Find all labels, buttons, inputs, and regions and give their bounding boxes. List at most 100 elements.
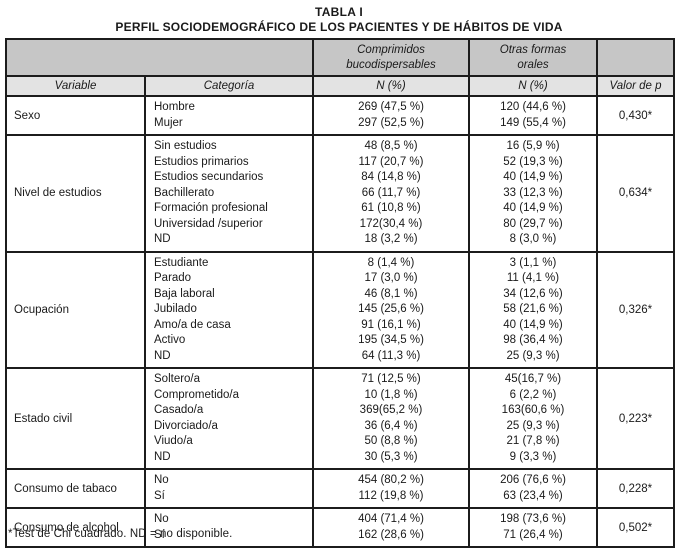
value-line: 30 (5,3 %): [364, 450, 418, 463]
category-cell: Estudiante Parado Baja laboral Jubilado Amo/…: [144, 250, 314, 369]
value-line: 149 (55,4 %): [500, 116, 566, 129]
group-header-empty-left: [5, 38, 314, 77]
value-line: 454 (80,2 %): [358, 474, 424, 486]
pvalue-cell: 0,634*: [596, 134, 675, 253]
category-line: ND: [154, 450, 171, 463]
category-line: Mujer: [154, 116, 183, 129]
otras-values-cell: 3 (1,1 %) 11 (4,1 %) 34 (12,6 %) 58 (21,6 %…: [468, 250, 598, 369]
value-line: 25 (9,3 %): [506, 419, 560, 432]
value-line: 61 (10,8 %): [361, 202, 421, 214]
group-header-empty-right: [596, 38, 675, 77]
value-line: 17 (3,0 %): [364, 272, 418, 284]
column-header-n-otras: N (%): [468, 75, 598, 97]
category-cell: Hombre Mujer: [144, 95, 314, 136]
value-line: 369(65,2 %): [359, 404, 423, 416]
category-line: ND: [154, 349, 171, 362]
value-line: 40 (14,9 %): [503, 202, 563, 214]
pvalue-cell: 0,430*: [596, 95, 675, 136]
category-line: No: [154, 513, 169, 525]
category-line: Bachillerato: [154, 186, 215, 199]
value-line: 98 (36,4 %): [503, 334, 563, 346]
category-line: Casado/a: [154, 404, 204, 416]
value-line: 120 (44,6 %): [500, 101, 566, 113]
category-cell: No Sí: [144, 468, 314, 509]
table-caption: TABLA I PERFIL SOCIODEMOGRÁFICO DE LOS P…: [0, 5, 678, 35]
category-line: Sí: [154, 489, 165, 502]
value-line: 404 (71,4 %): [358, 513, 424, 525]
variable-cell: Consumo de alcohol: [5, 507, 146, 548]
value-line: 16 (5,9 %): [506, 140, 560, 152]
value-line: 58 (21,6 %): [503, 303, 563, 315]
category-line: Soltero/a: [154, 373, 201, 385]
value-line: 6 (2,2 %): [509, 388, 557, 401]
category-line: Estudiante: [154, 256, 209, 269]
category-line: Parado: [154, 272, 192, 284]
value-line: 198 (73,6 %): [500, 513, 566, 525]
category-cell: Soltero/a Comprometido/a Casado/a Divorciad…: [144, 367, 314, 470]
category-line: Amo/a de casa: [154, 318, 231, 331]
value-line: 163(60,6 %): [501, 404, 565, 416]
category-line: Viudo/a: [154, 435, 193, 447]
category-line: Activo: [154, 334, 186, 346]
category-line: Hombre: [154, 101, 195, 113]
value-line: 52 (19,3 %): [503, 155, 563, 168]
otras-values-cell: 120 (44,6 %) 149 (55,4 %): [468, 95, 598, 136]
value-line: 172(30,4 %): [359, 217, 423, 230]
comprimidos-values-cell: 8 (1,4 %) 17 (3,0 %) 46 (8,1 %) 145 (25,6 %…: [312, 250, 470, 369]
category-line: ND: [154, 233, 171, 245]
value-line: 8 (3,0 %): [509, 233, 557, 245]
group-header-row: Comprimidos bucodispersables Otras forma…: [5, 38, 675, 77]
value-line: 8 (1,4 %): [367, 256, 415, 269]
value-line: 84 (14,8 %): [361, 171, 421, 183]
value-line: 63 (23,4 %): [503, 489, 563, 502]
value-line: 91 (16,1 %): [361, 318, 421, 331]
variable-cell: Consumo de tabaco: [5, 468, 146, 509]
pvalue-cell: 0,223*: [596, 367, 675, 470]
variable-cell: Nivel de estudios: [5, 134, 146, 253]
value-line: 36 (6,4 %): [364, 419, 418, 432]
category-line: Baja laboral: [154, 287, 215, 300]
column-header-row: Variable Categoría N (%) N (%) Valor de …: [5, 75, 675, 97]
pvalue-cell: 0,228*: [596, 468, 675, 509]
value-line: 206 (76,6 %): [500, 474, 566, 486]
category-cell: Sin estudios Estudios primarios Estudios s…: [144, 134, 314, 253]
value-line: 64 (11,3 %): [361, 349, 421, 362]
comprimidos-values-cell: 71 (12,5 %) 10 (1,8 %) 369(65,2 %) 36 (6,4 …: [312, 367, 470, 470]
table-number: TABLA I: [314, 5, 364, 19]
category-cell: No Sí: [144, 507, 314, 548]
column-header-variable: Variable: [5, 75, 146, 97]
value-line: 195 (34,5 %): [358, 334, 424, 346]
value-line: 50 (8,8 %): [364, 435, 418, 447]
value-line: 45(16,7 %): [504, 373, 562, 385]
value-line: 297 (52,5 %): [358, 116, 424, 129]
group-header-otras: Otras formas orales: [468, 38, 598, 77]
variable-cell: Sexo: [5, 95, 146, 136]
value-line: 145 (25,6 %): [358, 303, 424, 315]
value-line: 9 (3,3 %): [509, 450, 557, 463]
table-row: Consumo de tabaco No Sí 454 (80,2 %) 112 (19…: [5, 468, 675, 509]
table-row: Consumo de alcohol No Sí 404 (71,4 %) 162 (2…: [5, 507, 675, 548]
value-line: 80 (29,7 %): [503, 217, 563, 230]
value-line: 162 (28,6 %): [358, 528, 424, 541]
table-row: Nivel de estudios Sin estudios Estudios pr…: [5, 134, 675, 253]
sociodemographic-table: Comprimidos bucodispersables Otras forma…: [5, 38, 675, 548]
table-body: Comprimidos bucodispersables Otras forma…: [5, 38, 675, 548]
otras-values-cell: 198 (73,6 %) 71 (26,4 %): [468, 507, 598, 548]
value-line: 33 (12,3 %): [503, 186, 563, 199]
category-line: Universidad /superior: [154, 217, 263, 230]
column-header-pvalue: Valor de p: [596, 75, 675, 97]
comprimidos-values-cell: 404 (71,4 %) 162 (28,6 %): [312, 507, 470, 548]
category-line: Estudios primarios: [154, 155, 249, 168]
value-line: 40 (14,9 %): [503, 318, 563, 331]
value-line: 71 (26,4 %): [503, 528, 563, 541]
comprimidos-values-cell: 454 (80,2 %) 112 (19,8 %): [312, 468, 470, 509]
variable-cell: Ocupación: [5, 250, 146, 369]
category-line: Sin estudios: [154, 140, 217, 152]
variable-cell: Estado civil: [5, 367, 146, 470]
value-line: 66 (11,7 %): [361, 186, 421, 199]
otras-values-cell: 206 (76,6 %) 63 (23,4 %): [468, 468, 598, 509]
category-line: Estudios secundarios: [154, 171, 264, 183]
table-footnote: *Test de Chi cuadrado. ND = no disponibl…: [8, 528, 233, 540]
table-row: Sexo Hombre Mujer 269 (47,5 %) 297 (52,5 %) 1…: [5, 95, 675, 136]
table-row: Estado civil Soltero/a Comprometido/a Casad…: [5, 367, 675, 470]
